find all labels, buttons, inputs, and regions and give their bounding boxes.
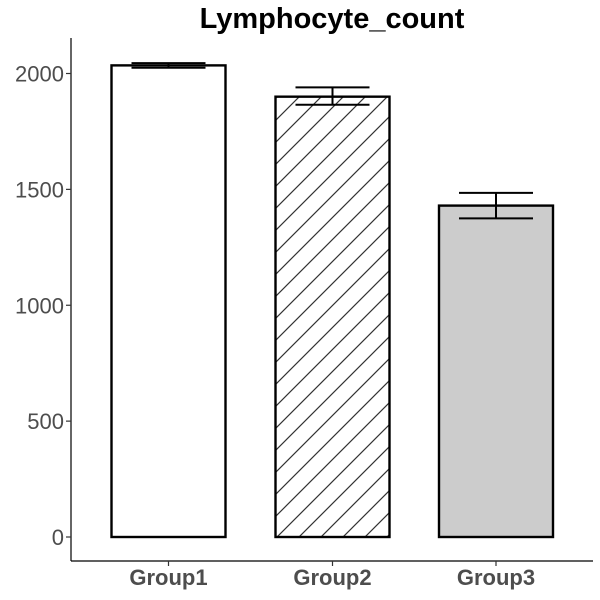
x-tick-label: Group2 <box>293 565 371 590</box>
bar-group1 <box>110 64 227 539</box>
bar-group2 <box>274 95 391 539</box>
plot-area: 0 500 1000 1500 2000 Group1 Group2 Group3 <box>15 38 593 590</box>
x-tick-label: Group3 <box>457 565 535 590</box>
x-tick-label: Group1 <box>129 565 207 590</box>
y-tick-label: 0 <box>52 525 64 550</box>
y-tick-label: 1000 <box>15 293 64 318</box>
chart-title: Lymphocyte_count <box>200 3 465 35</box>
y-tick-label: 500 <box>27 409 64 434</box>
y-tick-label: 2000 <box>15 62 64 87</box>
bar-group3 <box>437 204 555 539</box>
y-tick-label: 1500 <box>15 177 64 202</box>
